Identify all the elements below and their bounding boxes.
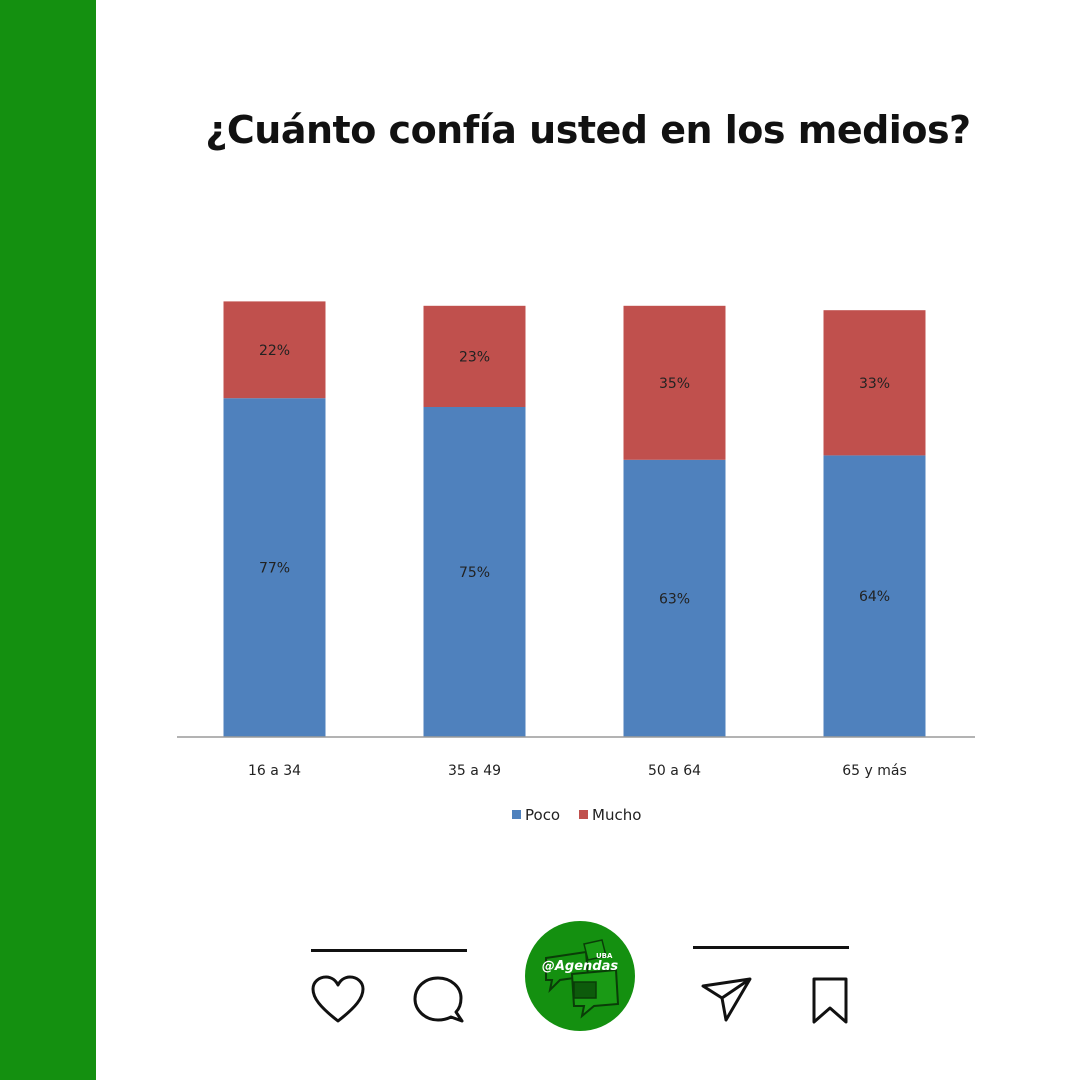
bar-poco-2	[423, 407, 526, 737]
send-icon[interactable]	[700, 976, 754, 1024]
bookmark-icon[interactable]	[810, 976, 850, 1026]
agendas-logo: UBA @Agendas	[525, 921, 635, 1031]
data-label-mucho-4: 33%	[859, 376, 890, 392]
x-tick-label-3: 50 a 64	[648, 763, 701, 779]
bar-mucho-3	[623, 305, 726, 460]
data-label-mucho-1: 22%	[259, 343, 290, 359]
footer-divider-right	[693, 946, 849, 949]
data-label-poco-2: 75%	[459, 565, 490, 581]
bar-mucho-4	[823, 310, 926, 456]
data-label-poco-1: 77%	[259, 561, 290, 577]
bar-mucho-1	[223, 301, 326, 399]
bar-poco-1	[223, 398, 326, 737]
x-tick-label-4: 65 y más	[842, 763, 907, 779]
bar-mucho-2	[423, 305, 526, 407]
data-label-mucho-2: 23%	[459, 349, 490, 365]
page-title: ¿Cuánto confía usted en los medios?	[205, 108, 971, 152]
footer-divider-left	[311, 949, 467, 952]
bar-poco-4	[823, 455, 926, 737]
bar-poco-3	[623, 459, 726, 737]
logo-small-text: UBA	[596, 952, 613, 960]
logo-handle-text: @Agendas	[542, 959, 619, 974]
data-label-poco-4: 64%	[859, 589, 890, 605]
legend-label-mucho: Mucho	[592, 806, 641, 824]
data-label-poco-3: 63%	[659, 591, 690, 607]
comment-icon[interactable]	[411, 974, 467, 1026]
x-tick-label-1: 16 a 34	[248, 763, 301, 779]
x-tick-label-2: 35 a 49	[448, 763, 501, 779]
data-label-mucho-3: 35%	[659, 376, 690, 392]
legend-label-poco: Poco	[525, 806, 560, 824]
green-side-bar	[0, 0, 96, 1080]
legend-swatch-poco	[512, 810, 521, 819]
heart-icon[interactable]	[310, 974, 366, 1026]
legend-swatch-mucho	[579, 810, 588, 819]
